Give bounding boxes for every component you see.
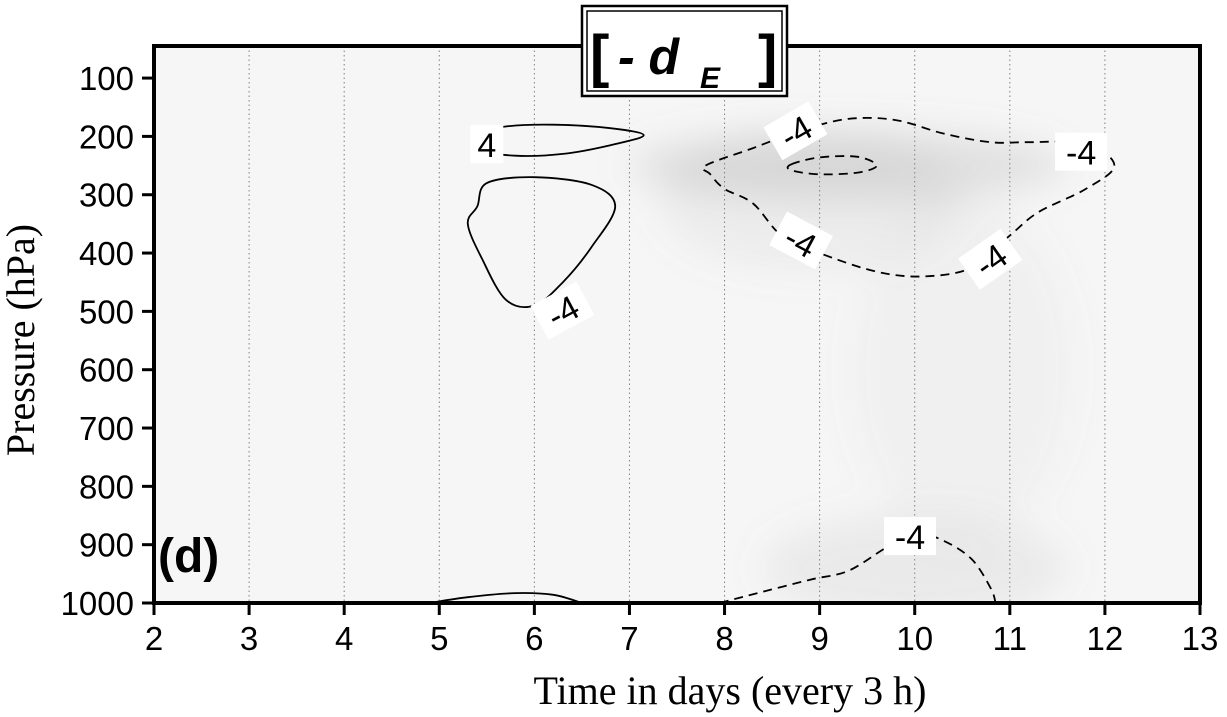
contour-label-text: 4 <box>477 127 496 165</box>
title-box <box>580 4 789 98</box>
y-tick-label: 200 <box>79 118 134 155</box>
contour-label-bg <box>1055 132 1108 171</box>
contour-label-bg <box>769 211 833 270</box>
contour-label-text: -4 <box>895 519 925 557</box>
contour-label-6: -4 <box>884 517 936 557</box>
chart-title: [ - d E ] <box>580 4 789 98</box>
shade-blob-1 <box>657 130 963 271</box>
contour-label-bg <box>884 517 936 556</box>
x-tick-label: 12 <box>1087 620 1124 657</box>
title-right-bracket: ] <box>758 24 777 89</box>
y-tick-label: 700 <box>79 410 134 447</box>
contour-label-0: 4 <box>470 125 504 165</box>
gridlines <box>248 46 1106 603</box>
y-tick-label: 900 <box>79 527 134 564</box>
x-tick-label: 11 <box>993 620 1027 657</box>
x-tick-label: 9 <box>810 620 828 657</box>
x-ticks: 2 3 4 5 6 7 8 9 10 11 12 13 <box>145 603 1219 657</box>
positive-contour-1 <box>466 176 617 308</box>
panel-label: (d) <box>158 530 219 583</box>
negative-contour-4 <box>786 155 878 176</box>
contour-label-bg <box>763 101 828 161</box>
x-tick-label: 5 <box>430 620 448 657</box>
title-main: - d <box>618 29 681 85</box>
contour-label-bg <box>470 125 504 164</box>
y-tick-label: 300 <box>79 177 134 214</box>
positive-contour-2 <box>429 592 583 603</box>
shading-layer <box>629 130 1077 603</box>
y-tick-label: 100 <box>79 60 134 97</box>
contour-label-layer: 4-4-4 -4-4 -4-4 <box>470 101 1108 557</box>
negative-contour-3 <box>701 116 1116 278</box>
y-tick-label: 400 <box>79 235 134 272</box>
contour-label-5: -4 <box>958 228 1023 290</box>
x-tick-label: 13 <box>1182 620 1219 657</box>
x-tick-label: 8 <box>715 620 733 657</box>
y-tick-label: 800 <box>79 468 134 505</box>
y-tick-label: 500 <box>79 293 134 330</box>
contour-label-3: -4 <box>1055 132 1108 173</box>
contour-label-bg <box>530 281 595 340</box>
title-subscript: E <box>700 62 721 95</box>
x-tick-label: 4 <box>335 620 353 657</box>
contour-label-bg <box>958 228 1023 290</box>
x-axis-title: Time in days (every 3 h) <box>534 668 927 713</box>
x-tick-label: 10 <box>896 620 933 657</box>
y-ticks: 100 200 300 400 500 600 700 800 900 1000 <box>61 60 154 622</box>
x-tick-label: 2 <box>145 620 163 657</box>
y-tick-label: 1000 <box>61 585 134 622</box>
title-box-inner <box>586 10 783 92</box>
x-tick-label: 7 <box>620 620 638 657</box>
y-tick-label: 600 <box>79 352 134 389</box>
title-left-bracket: [ <box>590 24 609 89</box>
shade-blob-3 <box>848 194 1077 545</box>
x-tick-label: 3 <box>240 620 258 657</box>
contour-label-text: -4 <box>1066 135 1096 173</box>
negative-contour-5 <box>719 531 997 603</box>
x-tick-label: 6 <box>525 620 543 657</box>
y-axis-title: Pressure (hPa) <box>0 224 43 456</box>
